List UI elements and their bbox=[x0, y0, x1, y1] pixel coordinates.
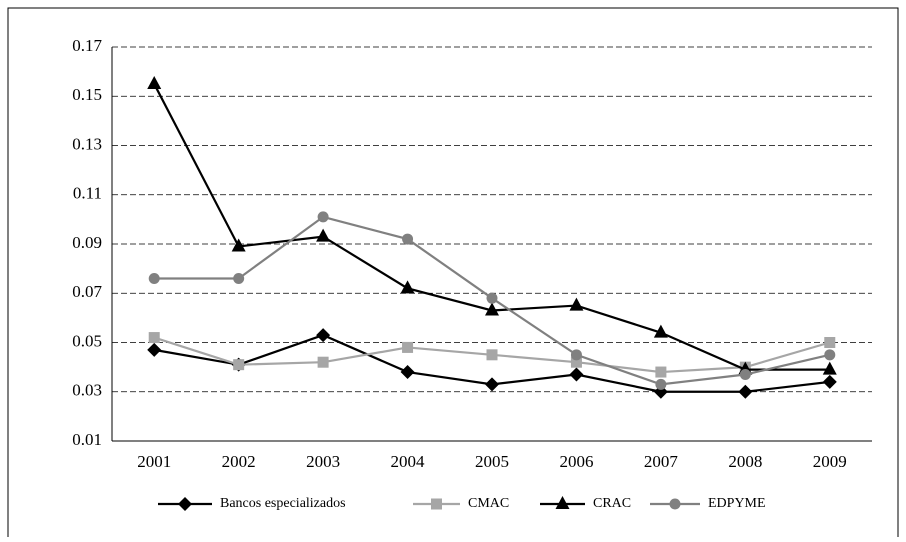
legend-label: CMAC bbox=[468, 496, 509, 511]
marker bbox=[148, 332, 160, 344]
marker bbox=[178, 497, 192, 511]
marker bbox=[147, 75, 162, 89]
marker bbox=[822, 361, 837, 375]
marker bbox=[400, 280, 415, 294]
marker bbox=[824, 337, 836, 348]
marker bbox=[485, 377, 499, 392]
x-tick-label: 2002 bbox=[222, 452, 256, 471]
marker bbox=[233, 272, 245, 284]
y-tick-label: 0.13 bbox=[72, 134, 102, 153]
marker bbox=[402, 233, 414, 245]
marker bbox=[400, 365, 415, 380]
marker bbox=[431, 498, 442, 510]
marker bbox=[316, 328, 331, 343]
legend-label: Bancos especializados bbox=[220, 496, 346, 511]
marker bbox=[569, 367, 584, 382]
marker bbox=[231, 238, 246, 252]
marker bbox=[655, 366, 667, 378]
x-tick-label: 2009 bbox=[813, 452, 847, 471]
x-tick-label: 2001 bbox=[137, 452, 171, 471]
x-tick-label: 2004 bbox=[391, 452, 426, 471]
series-line bbox=[153, 83, 830, 371]
marker bbox=[653, 324, 668, 338]
y-tick-label: 0.05 bbox=[72, 331, 102, 350]
marker bbox=[148, 272, 160, 284]
marker bbox=[485, 302, 499, 316]
y-tick-label: 0.03 bbox=[72, 381, 102, 400]
y-tick-label: 0.15 bbox=[72, 85, 102, 104]
marker bbox=[570, 356, 582, 368]
marker bbox=[824, 349, 836, 361]
legend-label: CRAC bbox=[593, 496, 631, 511]
marker bbox=[486, 292, 498, 304]
marker bbox=[316, 228, 331, 242]
marker bbox=[555, 496, 570, 509]
marker bbox=[822, 374, 837, 389]
x-tick-label: 2008 bbox=[728, 452, 762, 471]
x-tick-label: 2006 bbox=[559, 452, 593, 471]
marker bbox=[570, 349, 582, 361]
x-tick-label: 2003 bbox=[306, 452, 340, 471]
marker bbox=[669, 498, 681, 510]
x-tick-label: 2005 bbox=[475, 452, 509, 471]
chart-frame bbox=[7, 7, 899, 537]
legend: Bancos especializados CMAC CRAC EDPYME bbox=[158, 496, 766, 511]
marker bbox=[655, 378, 667, 390]
y-tick-label: 0.01 bbox=[72, 430, 102, 449]
marker bbox=[569, 297, 584, 311]
marker bbox=[317, 356, 329, 368]
marker bbox=[317, 211, 329, 223]
x-tick-label: 2007 bbox=[644, 452, 679, 471]
legend-label: EDPYME bbox=[708, 496, 766, 511]
marker bbox=[486, 349, 498, 361]
marker bbox=[739, 369, 751, 381]
y-tick-label: 0.17 bbox=[72, 36, 102, 55]
y-tick-label: 0.11 bbox=[73, 184, 102, 203]
marker bbox=[402, 341, 414, 353]
y-tick-label: 0.09 bbox=[72, 233, 102, 252]
marker bbox=[738, 384, 753, 399]
y-tick-label: 0.07 bbox=[72, 282, 102, 301]
marker bbox=[147, 342, 162, 357]
marker bbox=[233, 359, 245, 371]
